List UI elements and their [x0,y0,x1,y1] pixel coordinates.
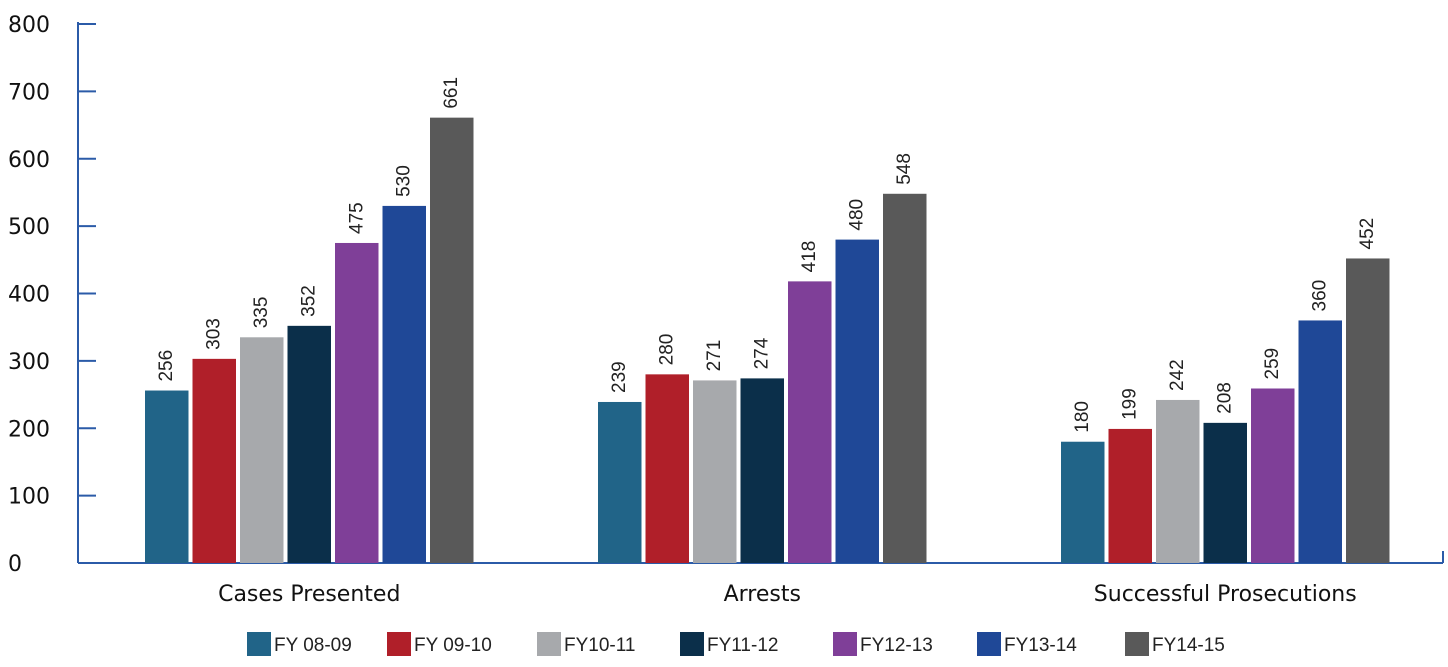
legend-label: FY13-14 [1004,635,1077,656]
bar-value-label: 256 [156,350,177,382]
legend-swatch [680,632,704,656]
chart-value-labels: 256 303 335 352 475 530 661 239 280 271 274 418 480 5… [156,77,1378,433]
bar-value-label: 360 [1310,280,1331,312]
chart-legend: FY 08-09 FY 09-10 FY10-11 FY11-12 FY12-13 FY1… [247,632,1225,656]
legend-swatch [387,632,411,656]
legend-swatch [247,632,271,656]
category-label: Successful Prosecutions [1094,582,1357,607]
legend-swatch [977,632,1001,656]
bar-value-label: 480 [847,199,868,231]
bar-value-label: 259 [1262,348,1283,380]
bar [335,242,379,563]
bar-value-label: 271 [704,340,725,372]
legend-label: FY 09-10 [414,635,492,656]
bar [1251,388,1295,563]
y-tick-label: 700 [8,80,50,105]
legend-label: FY 08-09 [274,635,352,656]
bar-value-label: 530 [394,165,415,197]
bar-value-label: 418 [799,241,820,273]
bar-value-label: 335 [251,297,272,329]
y-tick-label: 400 [8,283,50,308]
y-tick-label: 0 [8,552,22,577]
bar [598,401,642,563]
bar [740,378,784,563]
bar-value-label: 242 [1167,359,1188,391]
bar-value-label: 452 [1357,218,1378,250]
bar-value-label: 239 [609,361,630,393]
bar [240,337,284,563]
bar [1346,258,1390,563]
category-label: Arrests [724,582,801,607]
legend-swatch [1125,632,1149,656]
legend-swatch [537,632,561,656]
bar [645,374,689,563]
bar [382,205,426,563]
bar [883,193,927,563]
bar-value-label: 180 [1072,401,1093,433]
legend-label: FY14-15 [1152,635,1225,656]
bar-value-label: 548 [894,153,915,185]
y-tick-label: 300 [8,350,50,375]
bar [1061,441,1105,563]
bar [1298,320,1342,563]
y-tick-label: 500 [8,215,50,240]
bar-value-label: 661 [441,77,462,109]
legend-label: FY10-11 [564,635,635,656]
bar [1108,428,1152,563]
bar-value-label: 352 [299,285,320,317]
y-tick-label: 200 [8,417,50,442]
bar [1156,399,1200,563]
bar [145,390,189,563]
bar [1203,422,1247,563]
chart-bars [145,117,1390,564]
bar-value-label: 208 [1215,382,1236,414]
y-tick-label: 100 [8,485,50,510]
y-tick-label: 800 [8,13,50,38]
bar [788,281,832,563]
bar-value-label: 303 [204,318,225,350]
legend-label: FY11-12 [707,635,778,656]
bar [430,117,474,564]
legend-label: FY12-13 [860,635,933,656]
legend-swatch [833,632,857,656]
bar-value-label: 199 [1120,388,1141,420]
bar [192,358,236,563]
bar [693,380,737,563]
y-tick-label: 600 [8,148,50,173]
bar [835,239,879,563]
bar-value-label: 475 [346,202,367,234]
bar-value-label: 274 [752,337,773,369]
chart-category-labels: Cases Presented Arrests Successful Prosecu… [218,582,1357,607]
bar [287,325,331,563]
category-label: Cases Presented [218,582,400,607]
bar-value-label: 280 [657,334,678,366]
